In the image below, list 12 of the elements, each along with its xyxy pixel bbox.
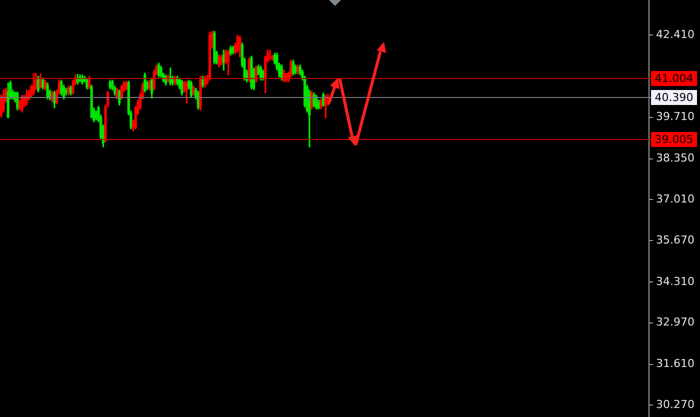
y-tick-label: 31.610: [656, 357, 694, 370]
ref-line-label: 40.390: [654, 90, 694, 104]
y-tick-label: 37.010: [656, 192, 694, 206]
y-tick-label: 38.350: [656, 152, 694, 165]
y-tick-label: 30.270: [656, 398, 694, 411]
y-tick-label: 35.670: [656, 233, 694, 246]
y-tick-label: 34.310: [656, 274, 694, 288]
y-tick-label: 42.410: [656, 28, 694, 41]
y-tick-label: 32.970: [656, 316, 694, 329]
y-tick-label: 39.710: [656, 110, 694, 124]
ref-line-label: 41.004: [654, 72, 694, 85]
ref-line-label: 39.005: [654, 132, 694, 146]
